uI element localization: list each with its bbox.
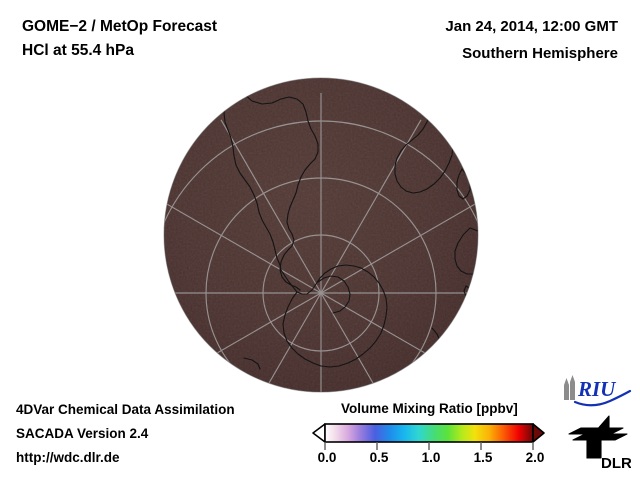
riu-logo: RIU [558, 374, 634, 408]
coastline-south-america-west [223, 85, 282, 271]
colorbar-svg [312, 423, 545, 450]
riu-tower-icon [564, 375, 575, 400]
meridians [164, 93, 478, 392]
coastline-antarctica [282, 264, 388, 368]
version-label: SACADA Version 2.4 [16, 426, 149, 441]
coastline-south-atlantic-islands [243, 357, 261, 370]
graticule [164, 93, 478, 392]
dlr-logo-text: DLR [601, 455, 631, 472]
polar-map [163, 77, 479, 393]
dlr-eagle-icon [568, 415, 628, 459]
riu-logo-svg: RIU [564, 375, 632, 407]
forecast-datetime: Jan 24, 2014, 12:00 GMT [445, 18, 618, 35]
colorbar [305, 420, 545, 475]
colorbar-tick-2: 1.0 [421, 450, 441, 465]
hemisphere-label: Southern Hemisphere [462, 45, 618, 62]
dlr-logo-svg: DLR [568, 415, 632, 472]
coastline-antarctica-inner [317, 275, 351, 314]
dlr-logo: DLR [565, 414, 632, 472]
colorbar-title: Volume Mixing Ratio [ppbv] [341, 401, 518, 416]
globe-outline [163, 77, 479, 393]
method-label: 4DVar Chemical Data Assimilation [16, 402, 235, 417]
colorbar-ticks [324, 442, 534, 450]
colorbar-low-arrow [312, 423, 326, 443]
colorbar-tick-3: 1.5 [473, 450, 493, 465]
colorbar-tick-1: 0.5 [369, 450, 389, 465]
riu-logo-text: RIU [577, 377, 617, 401]
colorbar-tick-0: 0.0 [317, 450, 337, 465]
instrument-title: GOME−2 / MetOp Forecast [22, 18, 218, 35]
colorbar-gradient [324, 423, 534, 443]
website-link[interactable]: http://wdc.dlr.de [16, 450, 120, 465]
colorbar-high-arrow [532, 423, 545, 443]
colorbar-tick-4: 2.0 [525, 450, 545, 465]
polar-projection-svg [163, 77, 479, 393]
coastline-south-america [235, 85, 319, 291]
riu-swoosh-icon [573, 389, 632, 407]
species-level-title: HCl at 55.4 hPa [22, 42, 134, 59]
coastline-antarctic-peninsula [280, 269, 298, 293]
